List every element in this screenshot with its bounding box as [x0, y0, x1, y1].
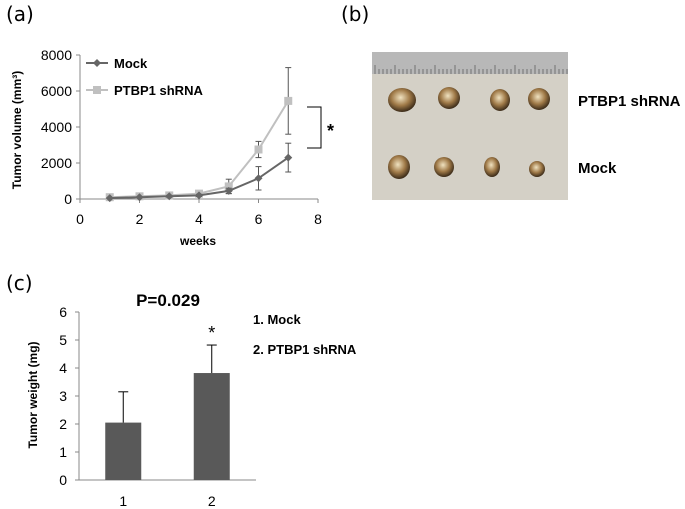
y-tick-label: 6000	[41, 83, 72, 99]
y-tick-label: 1	[59, 444, 67, 460]
tumor-weight-y-label: Tumor weight (mg)	[26, 341, 40, 448]
data-point	[254, 174, 263, 183]
bar-1	[105, 422, 142, 480]
legend-marker	[93, 86, 101, 94]
tumor-weight-title: P=0.029	[136, 291, 200, 310]
legend-marker	[93, 59, 101, 67]
y-tick-label: 0	[59, 472, 67, 488]
tumor-weight-chart: 0 1 2 3 4 5 6 1 2 * P=0.029 Tumor weight (mg) 1.…	[26, 291, 357, 509]
photo-label-shrna: PTBP1 shRNA	[578, 93, 681, 110]
panel-label-b: (b)	[341, 2, 370, 26]
y-tick-label: 6	[59, 304, 67, 320]
data-point	[224, 182, 233, 191]
tumor-mock	[484, 157, 500, 177]
legend-label: Mock	[114, 56, 148, 71]
x-tick-label: 2	[208, 493, 216, 509]
bar-2	[193, 373, 230, 480]
significance-marker-a: *	[327, 121, 334, 141]
significance-bracket	[307, 106, 322, 149]
ruler-ticks	[374, 65, 568, 74]
tumor-weight-legend-1: 1. Mock	[253, 312, 301, 327]
tumor-volume-chart: 0 2000 4000 6000 8000 0 2 4 6 8 Mock PTBP1 shRNA w…	[10, 47, 334, 248]
series-mock	[105, 142, 293, 203]
tumor-volume-series	[105, 67, 293, 203]
data-point	[284, 153, 293, 162]
panel-label-a: (a)	[6, 2, 34, 26]
data-point	[254, 145, 263, 154]
tumor-volume-y-label: Tumor volume (mm³)	[10, 71, 24, 189]
legend-label: PTBP1 shRNA	[114, 83, 203, 98]
tumor-mock	[388, 155, 410, 179]
y-tick-label: 8000	[41, 47, 72, 63]
x-tick-label: 8	[314, 211, 322, 227]
tumor-volume-axes: 0 2000 4000 6000 8000 0 2 4 6 8	[41, 47, 322, 227]
data-point	[165, 192, 174, 201]
y-tick-label: 5	[59, 332, 67, 348]
tumor-weight-legend-2: 2. PTBP1 shRNA	[253, 342, 357, 357]
tumor-shrna	[438, 87, 460, 109]
y-tick-label: 2000	[41, 155, 72, 171]
tumor-shrna	[528, 88, 550, 110]
tumor-samples	[388, 87, 550, 179]
y-tick-label: 2	[59, 416, 67, 432]
tumor-photo-image	[372, 52, 568, 200]
x-tick-label: 2	[136, 211, 144, 227]
tumor-volume-legend: Mock PTBP1 shRNA	[86, 56, 203, 98]
tumor-mock	[434, 157, 454, 177]
significance-marker-c: *	[208, 323, 215, 343]
x-tick-label: 0	[76, 211, 84, 227]
photo-label-mock: Mock	[578, 160, 617, 177]
ruler	[372, 52, 568, 74]
x-tick-label: 6	[255, 211, 263, 227]
data-point	[224, 186, 233, 195]
tumor-shrna	[388, 88, 416, 112]
data-point	[105, 194, 114, 203]
tumor-weight-bars: 1 2 *	[105, 323, 230, 509]
y-tick-label: 4	[59, 360, 67, 376]
tumor-shrna	[490, 89, 510, 111]
tumor-mock	[529, 161, 545, 177]
x-tick-label: 4	[195, 211, 203, 227]
data-point	[284, 96, 293, 105]
y-tick-label: 0	[64, 191, 72, 207]
y-tick-label: 4000	[41, 119, 72, 135]
x-tick-label: 1	[119, 493, 127, 509]
tumor-photo	[372, 52, 568, 200]
data-point	[135, 193, 144, 202]
data-point	[195, 191, 203, 200]
panel-label-c: (c)	[6, 271, 33, 295]
tumor-volume-x-label: weeks	[179, 234, 216, 248]
y-tick-label: 3	[59, 388, 67, 404]
